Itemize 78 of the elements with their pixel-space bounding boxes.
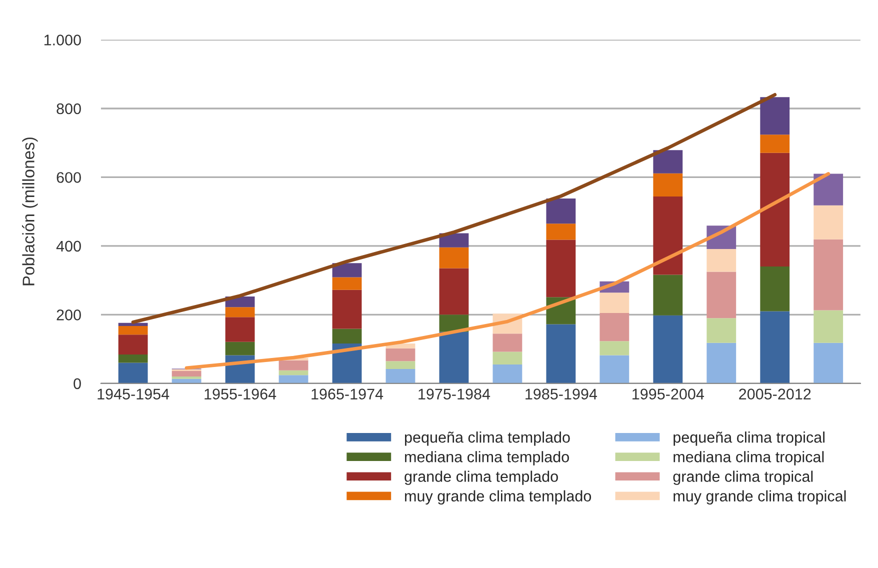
bar [118,322,148,326]
line-series [131,93,777,324]
bar [706,342,736,384]
bar [439,268,469,315]
bar [760,152,790,267]
legend-label: muy grande clima templado [405,490,592,505]
bar [332,277,362,290]
bar [760,311,790,384]
bar [546,198,576,224]
bar [600,341,630,356]
x-tick-label: 1955-1964 [204,388,276,400]
bar [546,324,576,384]
x-tick-label: 2005-2012 [739,388,811,400]
bar [760,97,790,135]
bar [814,342,844,384]
bar [118,334,148,355]
bar [706,249,736,272]
legend-label: grande clima templado [404,470,558,485]
x-tick-label: 1965-1974 [312,388,384,400]
x-tick-label: 1975-1984 [418,388,490,400]
legend-label: pequeña clima templado [404,432,570,446]
bar [653,150,683,174]
y-tick-label: 0 [74,378,81,390]
bar [278,375,308,384]
bar [225,307,255,318]
bar [492,364,522,384]
legend-label: pequeña clima tropical [674,432,824,446]
bar [225,317,255,342]
bar [814,239,844,310]
bar [600,292,630,313]
bar [653,274,683,316]
bar [760,266,790,312]
bar [172,378,202,384]
bar [386,361,416,369]
bar [439,247,469,268]
x-tick-label: 1945-1954 [98,388,170,400]
bar [172,371,202,377]
legend-label: mediana clima templado [405,451,569,466]
bar [653,173,683,196]
bar [706,318,736,343]
bar [653,196,683,275]
bar [278,360,308,370]
bar [600,312,630,342]
bar [118,354,148,363]
bar [278,370,308,376]
bar [225,342,255,356]
bar [386,368,416,384]
line-series [184,172,830,370]
y-axis-title: Población (millones) [22,138,38,286]
bar [332,328,362,344]
bar [332,290,362,329]
bar [706,272,736,318]
bar [653,315,683,384]
bar [439,332,469,384]
bar [332,263,362,278]
bar [814,310,844,343]
legend-label: muy grande clima tropical [674,490,846,505]
bar [118,326,148,335]
legend-label: mediana clima tropical [674,451,824,466]
y-tick-label: 400 [56,240,81,252]
bar [492,334,522,352]
y-tick-label: 200 [56,310,81,320]
bar [439,233,469,248]
bar [386,348,416,362]
bar [760,134,790,153]
y-tick-label: 1.000 [44,34,81,46]
y-tick-label: 600 [56,172,81,183]
bar [814,174,844,206]
bar [118,362,148,384]
bar [546,240,576,298]
bar [814,205,844,240]
x-tick-label: 1985-1994 [526,388,598,400]
bar [546,224,576,240]
bar [600,355,630,384]
legend-label: grande clima tropical [673,470,813,485]
bar [492,352,522,364]
y-tick-label: 800 [56,103,81,114]
x-tick-label: 1995-2004 [632,388,704,400]
